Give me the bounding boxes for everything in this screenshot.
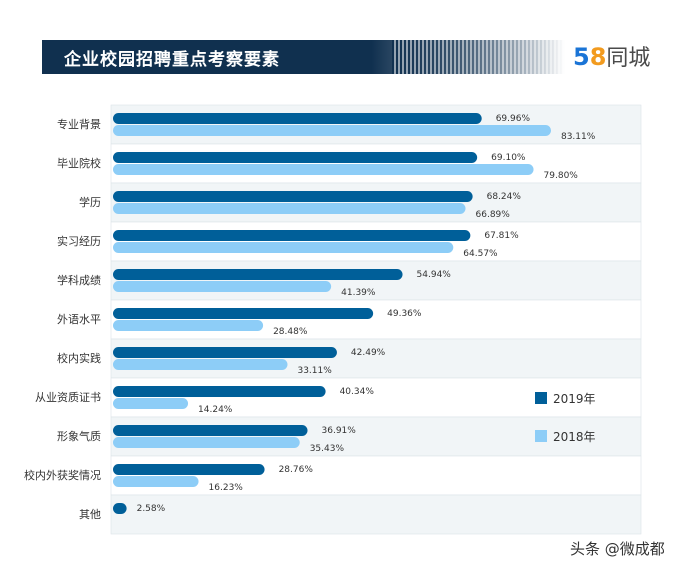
bar-2019年 <box>113 269 403 280</box>
row-band <box>110 260 642 301</box>
data-label: 14.24% <box>198 405 233 415</box>
data-label: 36.91% <box>322 426 357 436</box>
bar-2018年 <box>113 359 288 370</box>
title-banner: 企业校园招聘重点考察要素 <box>42 40 565 74</box>
data-label: 79.80% <box>544 171 579 181</box>
data-label: 68.24% <box>487 192 522 202</box>
legend-label: 2019年 <box>553 392 596 406</box>
category-label: 毕业院校 <box>57 156 101 170</box>
category-label: 其他 <box>79 508 101 521</box>
bar-2018年 <box>113 476 199 487</box>
data-label: 83.11% <box>561 132 596 142</box>
bar-2019年 <box>113 386 326 397</box>
banner-stripes <box>392 40 565 74</box>
bar-2019年 <box>113 191 473 202</box>
data-label: 33.11% <box>297 366 332 376</box>
data-label: 54.94% <box>417 270 452 280</box>
watermark: 头条 @微成都 <box>570 540 665 558</box>
bar-2018年 <box>113 164 534 175</box>
bar-2019年 <box>113 503 127 514</box>
row-band <box>110 182 642 223</box>
bar-2019年 <box>113 308 374 319</box>
chart-title: 企业校园招聘重点考察要素 <box>64 50 280 70</box>
data-label: 49.36% <box>387 309 422 319</box>
data-label: 40.34% <box>340 387 375 397</box>
data-label: 66.89% <box>476 210 511 220</box>
data-label: 28.48% <box>273 327 308 337</box>
data-label: 67.81% <box>484 231 519 241</box>
bar-2019年 <box>113 347 337 358</box>
bar-2018年 <box>113 398 189 409</box>
bar-2019年 <box>113 230 471 241</box>
bar-2018年 <box>113 242 454 253</box>
legend-swatch <box>535 430 547 442</box>
row-band <box>110 143 642 184</box>
row-band <box>110 494 642 535</box>
bar-2018年 <box>113 320 264 331</box>
data-label: 69.96% <box>496 114 531 124</box>
category-label: 实习经历 <box>57 234 101 248</box>
data-label: 64.57% <box>463 249 498 259</box>
data-label: 69.10% <box>491 153 526 163</box>
data-label: 28.76% <box>279 465 314 475</box>
category-label: 专业背景 <box>57 117 101 131</box>
bar-2018年 <box>113 203 466 214</box>
category-label: 校内外获奖情况 <box>24 468 101 482</box>
row-band <box>110 416 642 457</box>
data-label: 35.43% <box>310 444 345 454</box>
58-tongcheng-logo: 58同城 <box>573 43 651 71</box>
row-band <box>110 221 642 262</box>
bar-2018年 <box>113 281 332 292</box>
bar-2018年 <box>113 437 300 448</box>
category-label: 学历 <box>79 195 101 209</box>
row-band <box>110 455 642 496</box>
row-band <box>110 377 642 418</box>
data-label: 16.23% <box>209 483 244 493</box>
legend-label: 2018年 <box>553 430 596 444</box>
data-label: 41.39% <box>341 288 376 298</box>
category-label: 形象气质 <box>57 429 101 443</box>
category-label: 学科成绩 <box>57 273 101 287</box>
bar-2019年 <box>113 152 478 163</box>
row-band <box>110 104 642 145</box>
bar-2019年 <box>113 464 265 475</box>
row-band <box>110 299 642 340</box>
category-label: 外语水平 <box>57 313 101 326</box>
data-label: 42.49% <box>351 348 386 358</box>
bar-2019年 <box>113 425 308 436</box>
data-label: 2.58% <box>137 504 166 514</box>
category-label: 从业资质证书 <box>35 391 101 404</box>
legend-swatch <box>535 392 547 404</box>
category-label: 校内实践 <box>57 351 101 365</box>
bar-2018年 <box>113 125 551 136</box>
row-band <box>110 338 642 379</box>
bar-2019年 <box>113 113 482 124</box>
